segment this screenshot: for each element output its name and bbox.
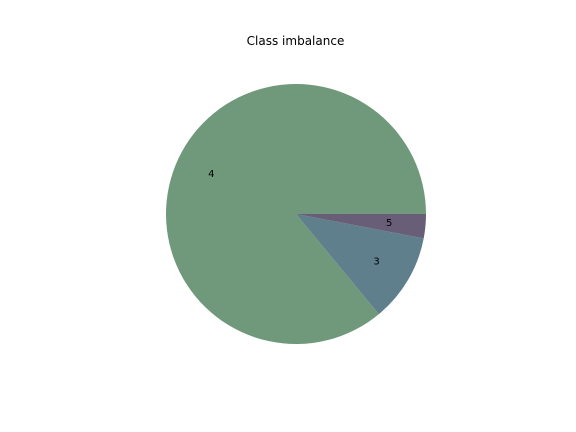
pie-slice-3 xyxy=(296,214,424,315)
slice-label-3: 3 xyxy=(373,257,379,268)
slice-label-4: 4 xyxy=(208,169,214,180)
pie-slice-4 xyxy=(166,84,426,345)
slice-label-5: 5 xyxy=(386,218,392,229)
pie-slice-5 xyxy=(296,214,426,239)
chart-title: Class imbalance xyxy=(246,34,345,48)
